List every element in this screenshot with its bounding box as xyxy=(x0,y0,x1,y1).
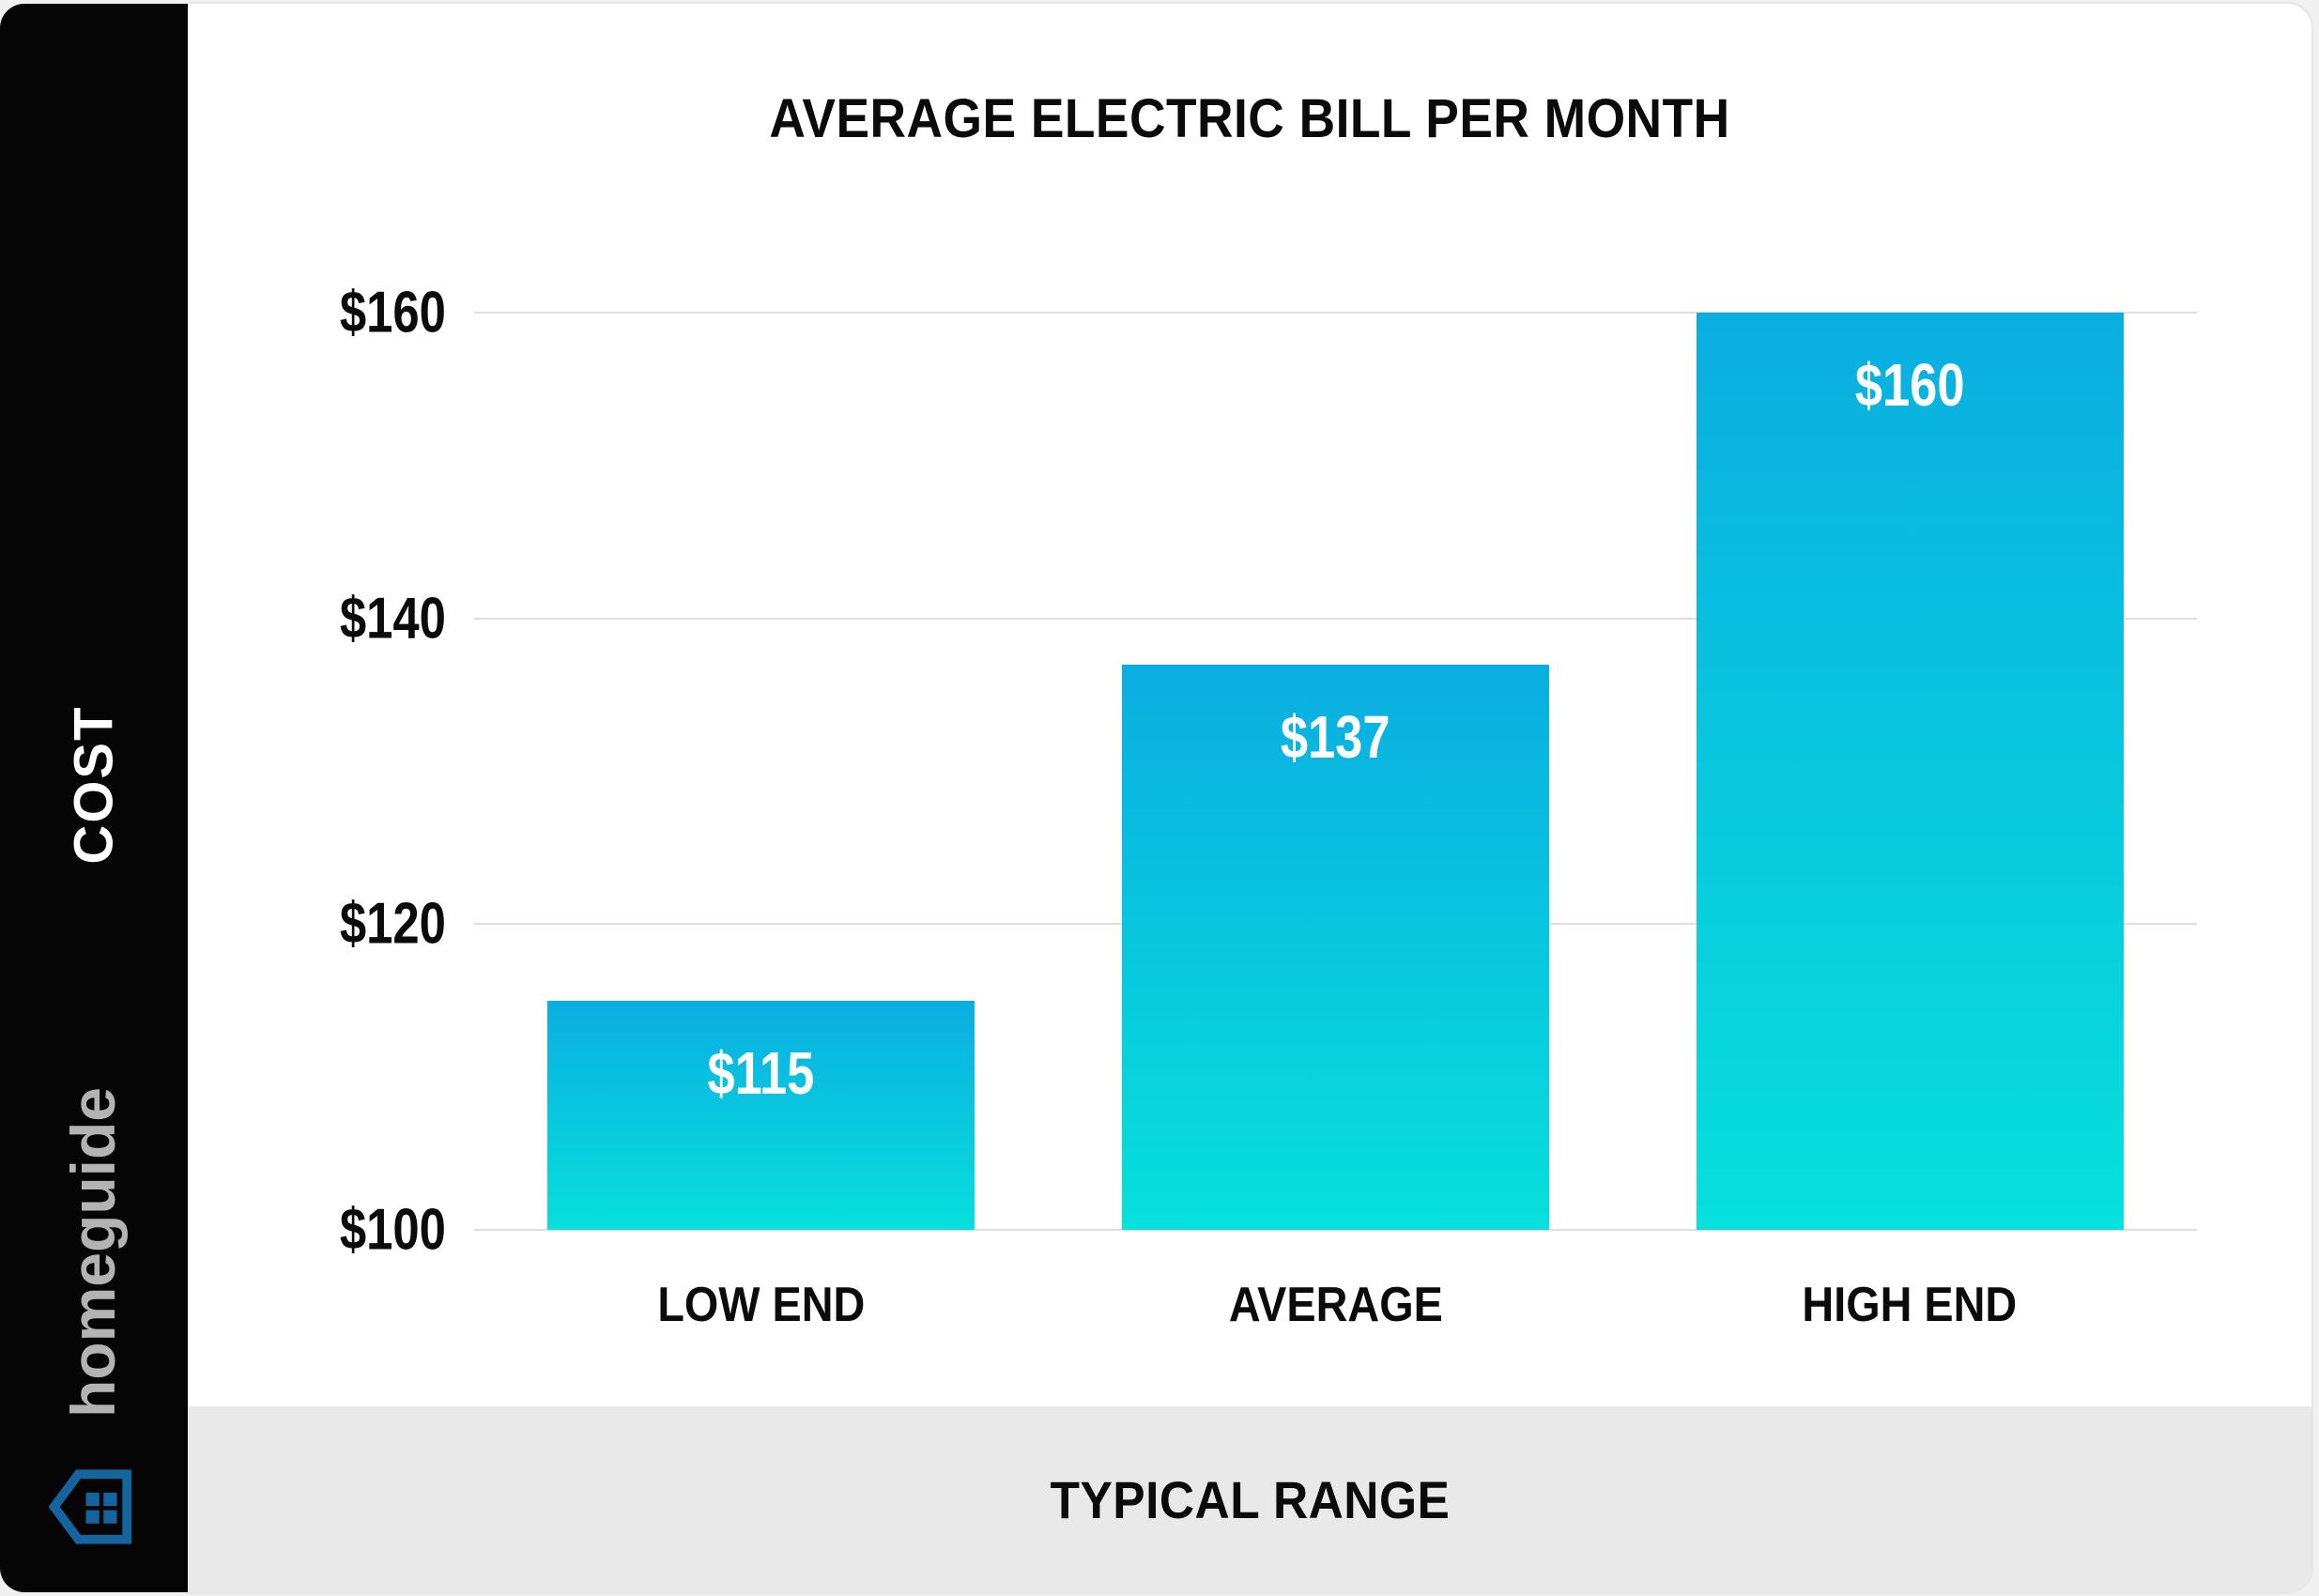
y-tick-label: $140 xyxy=(339,586,446,652)
gridline xyxy=(474,312,2197,314)
x-axis-labels: LOW END AVERAGE HIGH END xyxy=(474,1267,2197,1343)
footer-band: TYPICAL RANGE xyxy=(188,1406,2311,1592)
bar: $137 xyxy=(1121,664,1550,1230)
y-tick-label: $160 xyxy=(339,280,446,345)
x-axis-title: TYPICAL RANGE xyxy=(1050,1469,1450,1529)
sidebar: COST homeguide xyxy=(0,4,188,1592)
bar-band: $160 xyxy=(1622,313,2197,1230)
bar-band: $115 xyxy=(474,313,1049,1230)
category-label: LOW END xyxy=(657,1278,866,1332)
gridline xyxy=(474,1229,2197,1231)
chart-card: AVERAGE ELECTRIC BILL PER MONTH $100 $120… xyxy=(188,4,2311,1592)
bar-value-label: $137 xyxy=(1281,702,1390,771)
bar-band: $137 xyxy=(1049,313,1623,1230)
gridline xyxy=(474,617,2197,620)
bar-value-label: $115 xyxy=(707,1038,815,1107)
y-tick-label: $100 xyxy=(339,1197,446,1263)
category-label: HIGH END xyxy=(1802,1278,2018,1332)
bar-value-label: $160 xyxy=(1854,351,1965,419)
y-tick-label: $120 xyxy=(339,891,446,957)
y-axis-title: COST xyxy=(63,705,125,865)
plot-area: $115 $137 $160 xyxy=(474,312,2197,1231)
y-axis-ticks: $100 $120 $140 $160 xyxy=(282,281,446,1263)
house-icon xyxy=(48,1469,132,1544)
brand-name: homeguide xyxy=(58,1086,128,1419)
category-label: AVERAGE xyxy=(1228,1278,1443,1332)
chart-title: AVERAGE ELECTRIC BILL PER MONTH xyxy=(769,88,1730,149)
bar: $160 xyxy=(1696,313,2124,1230)
bar: $115 xyxy=(547,1000,975,1230)
